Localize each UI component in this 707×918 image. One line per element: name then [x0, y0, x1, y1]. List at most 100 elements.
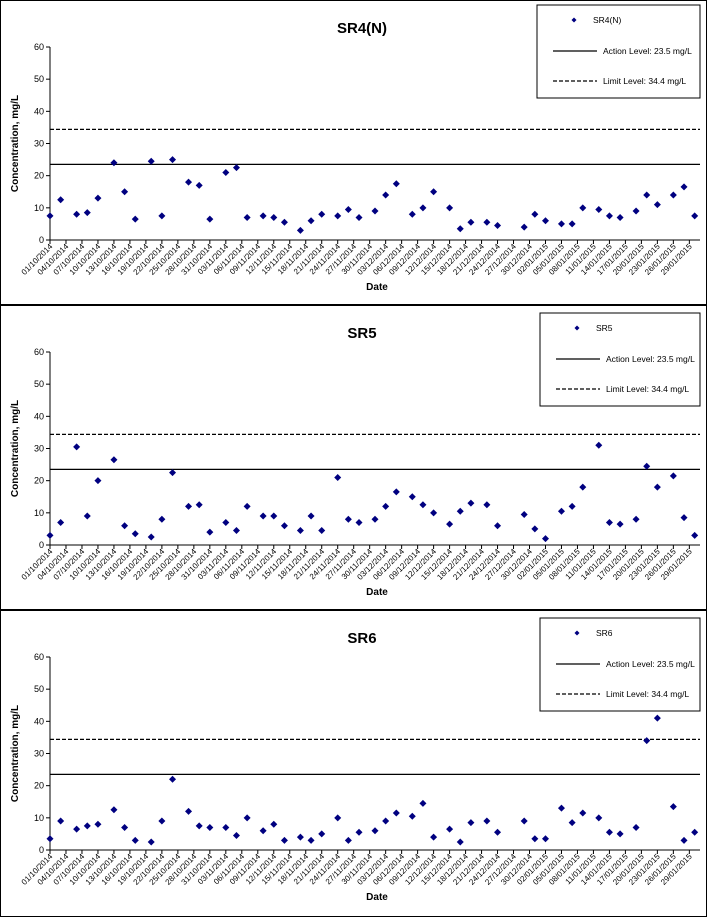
- y-tick-label: 10: [34, 508, 44, 518]
- data-point: [371, 515, 379, 523]
- data-point: [595, 205, 603, 213]
- data-point: [467, 819, 475, 827]
- data-point: [653, 714, 661, 722]
- data-point: [541, 835, 549, 843]
- data-point: [185, 502, 193, 510]
- data-point: [680, 514, 688, 522]
- data-point: [46, 531, 54, 539]
- data-point: [169, 775, 177, 783]
- data-point: [419, 204, 427, 212]
- data-point: [531, 835, 539, 843]
- y-tick-label: 10: [34, 203, 44, 213]
- y-axis-label: Concentration, mg/L: [10, 705, 21, 802]
- data-point: [579, 483, 587, 491]
- data-point: [371, 827, 379, 835]
- data-point: [408, 210, 416, 218]
- data-point: [334, 473, 342, 481]
- legend-label: Action Level: 23.5 mg/L: [606, 659, 695, 669]
- data-point: [382, 191, 390, 199]
- data-point: [232, 527, 240, 535]
- data-point: [334, 212, 342, 220]
- data-point: [307, 836, 315, 844]
- data-point: [568, 819, 576, 827]
- data-point: [296, 527, 304, 535]
- y-tick-label: 50: [34, 379, 44, 389]
- y-tick-label: 30: [34, 444, 44, 454]
- data-point: [643, 191, 651, 199]
- data-point: [147, 157, 155, 165]
- y-tick-label: 40: [34, 411, 44, 421]
- data-point: [259, 512, 267, 520]
- data-point: [456, 225, 464, 233]
- data-point: [643, 462, 651, 470]
- data-point: [632, 207, 640, 215]
- data-point: [57, 196, 65, 204]
- legend-label: SR5: [596, 323, 613, 333]
- data-point: [494, 222, 502, 230]
- y-tick-label: 30: [34, 749, 44, 759]
- data-point: [206, 528, 214, 536]
- data-point: [653, 201, 661, 209]
- data-point: [605, 828, 613, 836]
- data-point: [669, 803, 677, 811]
- data-point: [57, 817, 65, 825]
- data-point: [419, 501, 427, 509]
- data-point: [169, 156, 177, 164]
- data-point: [520, 510, 528, 518]
- data-point: [121, 522, 129, 530]
- data-point: [243, 814, 251, 822]
- data-point: [94, 477, 102, 485]
- data-point: [307, 512, 315, 520]
- data-point: [520, 223, 528, 231]
- data-point: [595, 814, 603, 822]
- data-point: [222, 823, 230, 831]
- chart-title: SR4(N): [337, 20, 387, 37]
- y-axis-label: Concentration, mg/L: [10, 95, 21, 192]
- data-point: [270, 512, 278, 520]
- legend-label: SR6: [596, 628, 613, 638]
- data-point: [691, 828, 699, 836]
- data-point: [280, 522, 288, 530]
- data-point: [222, 168, 230, 176]
- data-point: [344, 515, 352, 523]
- y-tick-label: 0: [39, 845, 44, 855]
- data-point: [430, 188, 438, 196]
- data-point: [680, 183, 688, 191]
- legend-label: SR4(N): [593, 15, 622, 25]
- y-tick-label: 60: [34, 42, 44, 52]
- data-point: [131, 530, 139, 538]
- data-point: [259, 212, 267, 220]
- x-axis-label: Date: [366, 892, 388, 903]
- data-point: [446, 520, 454, 528]
- data-point: [206, 215, 214, 223]
- data-point: [467, 218, 475, 226]
- data-point: [206, 823, 214, 831]
- data-point: [270, 820, 278, 828]
- data-point: [691, 531, 699, 539]
- y-tick-label: 40: [34, 106, 44, 116]
- data-point: [73, 443, 81, 451]
- y-tick-label: 0: [39, 235, 44, 245]
- y-tick-label: 20: [34, 781, 44, 791]
- y-tick-label: 60: [34, 652, 44, 662]
- legend-marker: [571, 17, 577, 23]
- y-tick-label: 50: [34, 74, 44, 84]
- data-point: [131, 836, 139, 844]
- data-point: [568, 220, 576, 228]
- data-point: [259, 827, 267, 835]
- data-point: [483, 501, 491, 509]
- data-point: [669, 472, 677, 480]
- y-tick-label: 30: [34, 139, 44, 149]
- data-point: [669, 191, 677, 199]
- y-tick-label: 50: [34, 684, 44, 694]
- data-point: [83, 822, 91, 830]
- data-point: [616, 520, 624, 528]
- data-point: [307, 217, 315, 225]
- y-tick-label: 20: [34, 476, 44, 486]
- data-point: [318, 210, 326, 218]
- data-point: [121, 823, 129, 831]
- data-point: [408, 493, 416, 501]
- y-axis-label: Concentration, mg/L: [10, 400, 21, 497]
- data-point: [568, 502, 576, 510]
- data-point: [296, 833, 304, 841]
